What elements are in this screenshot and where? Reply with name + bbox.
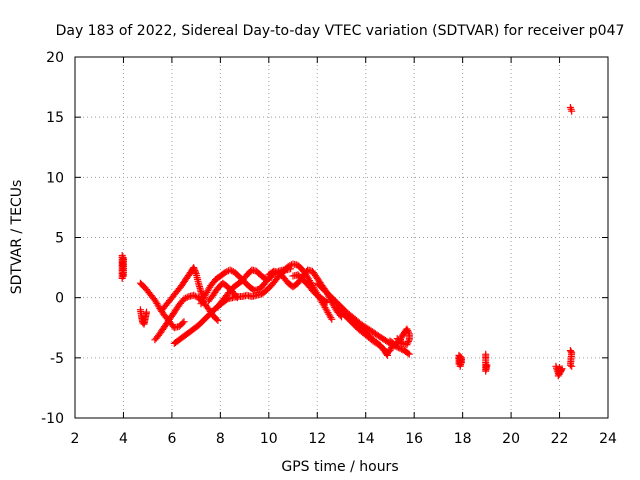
y-tick-label: 5 (55, 231, 64, 247)
data-point (566, 104, 574, 111)
data-point (386, 347, 394, 355)
data-point (182, 294, 190, 302)
data-point (405, 328, 412, 336)
data-point (393, 335, 401, 343)
data-point (143, 308, 150, 316)
x-tick-label: 2 (71, 431, 80, 447)
data-point (566, 361, 574, 369)
y-tick-label: 0 (55, 291, 64, 307)
data-trace (345, 313, 396, 357)
data-trace (566, 347, 576, 370)
data-trace (482, 350, 491, 375)
chart-title: Day 183 of 2022, Sidereal Day-to-day VTE… (56, 23, 625, 39)
data-point (327, 314, 335, 322)
x-tick-label: 4 (119, 431, 128, 447)
y-tick-label: 15 (46, 110, 64, 126)
data-point (213, 315, 221, 323)
data-point (328, 315, 336, 323)
data-point (405, 336, 413, 344)
data-point (568, 362, 576, 370)
data-point (262, 276, 270, 284)
y-tick-label: 20 (46, 50, 64, 66)
data-point (404, 327, 412, 335)
x-tick-label: 8 (216, 431, 225, 447)
y-axis-title: SDTVAR / TECUs (9, 180, 25, 295)
y-tick-label: 10 (46, 170, 64, 186)
data-point (228, 267, 236, 275)
data-point (214, 317, 222, 324)
data-point (190, 291, 198, 299)
x-axis-title: GPS time / hours (281, 459, 398, 475)
data-point (404, 349, 412, 357)
x-tick-label: 24 (599, 431, 617, 447)
data-point (200, 293, 208, 301)
data-point (226, 266, 234, 274)
data-point (191, 292, 199, 300)
plot-frame (74, 56, 609, 419)
data-trace (566, 104, 576, 115)
data-trace (118, 252, 127, 282)
data-point (197, 300, 205, 308)
data-point (286, 262, 294, 270)
data-point (387, 345, 395, 353)
data-point (179, 319, 187, 327)
data-point (555, 370, 563, 378)
y-tick-label: -10 (41, 411, 64, 427)
data-point (232, 292, 240, 300)
data-point (198, 298, 206, 306)
data-point (120, 254, 127, 262)
x-tick-label: 14 (357, 431, 375, 447)
data-point (457, 359, 465, 367)
data-point (199, 295, 207, 303)
x-tick-label: 20 (502, 431, 520, 447)
x-tick-label: 10 (260, 431, 278, 447)
data-trace (552, 362, 566, 380)
data-point (554, 372, 562, 380)
data-point (180, 295, 188, 303)
data-trace (455, 351, 465, 370)
series-sdtvar (118, 104, 576, 380)
x-tick-label: 6 (167, 431, 176, 447)
data-point (199, 297, 207, 304)
grid (75, 57, 608, 418)
x-tick-label: 22 (551, 431, 569, 447)
data-point (183, 293, 191, 301)
y-tick-label: -5 (50, 351, 64, 367)
data-point (284, 262, 292, 270)
data-trace (204, 279, 241, 305)
data-trace (214, 266, 275, 311)
x-tick-label: 16 (405, 431, 423, 447)
data-trace (386, 325, 413, 349)
x-tick-label: 12 (308, 431, 326, 447)
data-point (405, 350, 413, 358)
data-point (568, 107, 576, 115)
data-point (221, 268, 229, 276)
data-point (233, 294, 241, 302)
data-point (223, 268, 231, 276)
data-point (323, 299, 331, 306)
data-point (394, 336, 402, 344)
data-point (322, 298, 330, 306)
data-point (403, 325, 411, 333)
data-trace (136, 306, 150, 328)
data-trace (158, 264, 207, 314)
data-point (180, 318, 188, 326)
data-point (483, 361, 491, 369)
data-point (264, 275, 272, 283)
x-tick-label: 18 (454, 431, 472, 447)
data-layer (118, 104, 576, 380)
data-trace (289, 271, 331, 306)
